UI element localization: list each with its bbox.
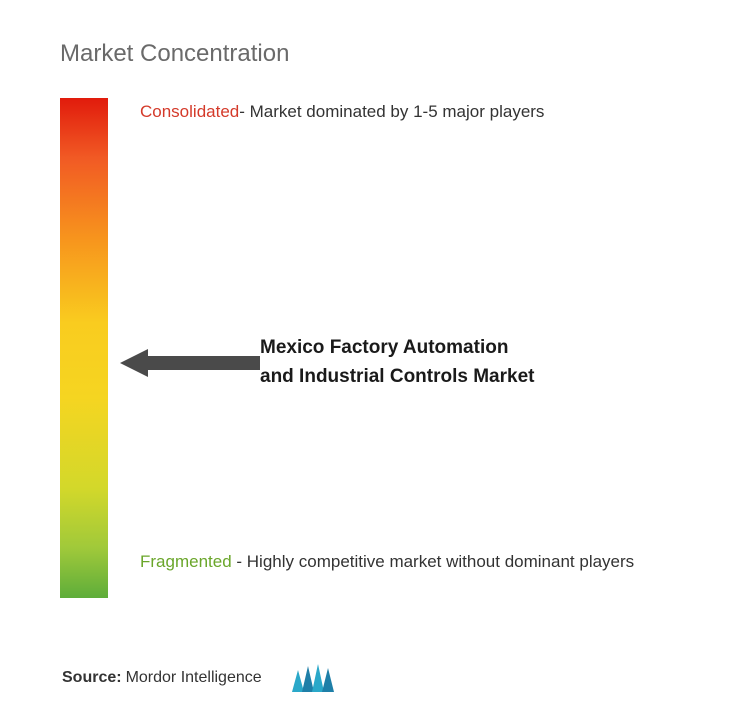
source-value: Mordor Intelligence bbox=[126, 669, 262, 687]
concentration-chart: Consolidated- Market dominated by 1-5 ma… bbox=[60, 98, 690, 608]
fragmented-key: Fragmented bbox=[140, 552, 232, 571]
fragmented-label: Fragmented - Highly competitive market w… bbox=[140, 548, 634, 577]
fragmented-desc: - Highly competitive market without domi… bbox=[232, 552, 635, 571]
consolidated-key: Consolidated bbox=[140, 102, 239, 121]
source-row: Source: Mordor Intelligence bbox=[62, 664, 336, 692]
market-name: Mexico Factory Automation and Industrial… bbox=[260, 334, 534, 391]
consolidated-label: Consolidated- Market dominated by 1-5 ma… bbox=[140, 100, 544, 124]
market-name-line2: and Industrial Controls Market bbox=[260, 363, 534, 392]
market-name-line1: Mexico Factory Automation bbox=[260, 334, 534, 363]
concentration-gradient-bar bbox=[60, 98, 108, 598]
consolidated-desc: - Market dominated by 1-5 major players bbox=[239, 102, 544, 121]
market-pointer: Mexico Factory Automation and Industrial… bbox=[120, 334, 534, 391]
mordor-logo-icon bbox=[292, 664, 336, 692]
source-label: Source: bbox=[62, 669, 122, 687]
arrow-left-icon bbox=[120, 349, 260, 377]
page-title: Market Concentration bbox=[60, 40, 690, 68]
